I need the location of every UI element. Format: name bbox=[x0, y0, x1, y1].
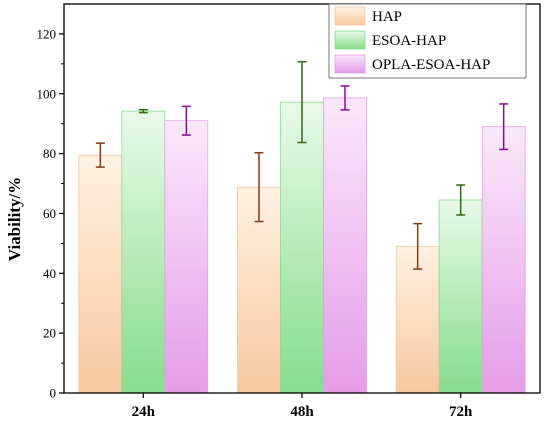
legend-swatch-esoa-hap bbox=[334, 30, 366, 50]
error-bar-hap-72h bbox=[413, 222, 423, 270]
legend-swatch-hap bbox=[334, 6, 366, 26]
y-tick-label: 120 bbox=[37, 26, 57, 41]
error-bar-hap-48h bbox=[254, 151, 264, 223]
y-tick-label: 60 bbox=[43, 206, 56, 221]
legend-swatch-opla-esoa-hap bbox=[334, 54, 366, 74]
bar-opla-esoa-hap-24h bbox=[164, 120, 209, 394]
error-bars-layer bbox=[95, 61, 509, 270]
bar-esoa-hap-24h bbox=[121, 110, 166, 394]
y-tick-label: 80 bbox=[43, 146, 56, 161]
legend-label-esoa-hap: ESOA-HAP bbox=[372, 33, 446, 49]
bar-hap-24h bbox=[78, 154, 123, 394]
error-bar-hap-24h bbox=[95, 142, 105, 168]
legend-label-opla-esoa-hap: OPLA-ESOA-HAP bbox=[372, 57, 490, 73]
bars-layer bbox=[78, 97, 526, 394]
error-bar-esoa-hap-24h bbox=[138, 108, 148, 114]
bar-opla-esoa-hap-72h bbox=[481, 126, 526, 394]
x-tick-label-24h: 24h bbox=[132, 404, 156, 420]
axes-layer: 0 20 40 60 80 100 120 24h 48h 72h bbox=[37, 3, 541, 420]
y-tick-label: 0 bbox=[50, 386, 57, 401]
y-tick-label: 40 bbox=[43, 266, 56, 281]
legend-label-hap: HAP bbox=[372, 9, 402, 25]
error-bar-esoa-hap-48h bbox=[297, 61, 307, 144]
error-bar-opla-esoa-hap-72h bbox=[499, 103, 509, 151]
bar-esoa-hap-72h bbox=[438, 199, 483, 394]
bar-esoa-hap-48h bbox=[280, 101, 324, 394]
bar-opla-esoa-hap-48h bbox=[323, 97, 367, 394]
y-tick-label: 100 bbox=[37, 86, 57, 101]
x-tick-label-48h: 48h bbox=[290, 404, 314, 420]
x-tick-label-72h: 72h bbox=[449, 404, 473, 420]
error-bar-opla-esoa-hap-48h bbox=[340, 85, 350, 111]
error-bar-esoa-hap-72h bbox=[456, 184, 466, 216]
y-tick-label: 20 bbox=[43, 326, 56, 341]
error-bar-opla-esoa-hap-24h bbox=[181, 105, 191, 136]
y-axis-title: Viability/% bbox=[5, 177, 24, 261]
legend: HAP ESOA-HAP OPLA-ESOA-HAP bbox=[328, 3, 527, 79]
